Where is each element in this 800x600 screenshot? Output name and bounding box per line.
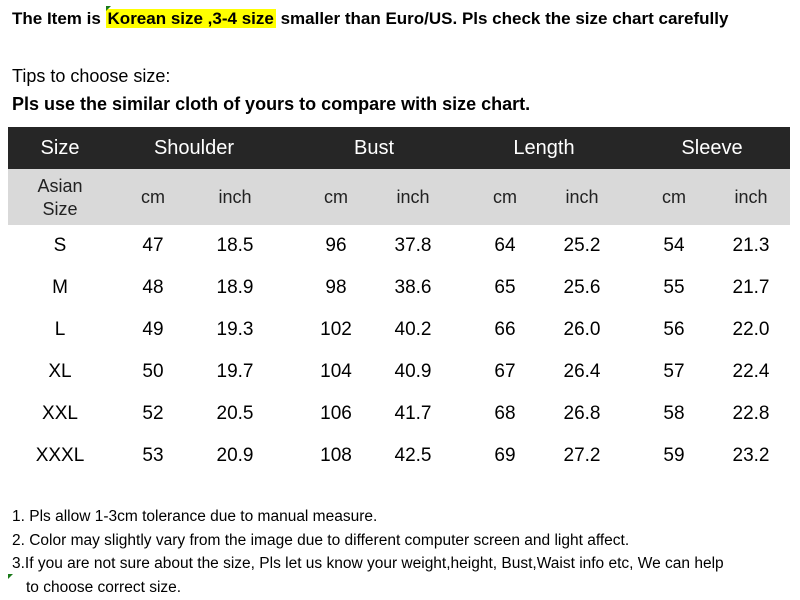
measure-cell: 22.0 (732, 319, 770, 340)
subheader-asian-size: Asian Size (15, 175, 105, 221)
measure-cell: 102 (320, 319, 352, 340)
subheader-unit: cm (493, 187, 517, 207)
measure-cell: 22.4 (732, 361, 770, 382)
measure-cell: 23.2 (732, 445, 770, 466)
measure-cell: 21.7 (732, 277, 770, 298)
notes-list: 1. Pls allow 1-3cm tolerance due to manu… (8, 505, 724, 600)
header-bust: Bust (353, 137, 395, 159)
subheader-unit: inch (396, 187, 430, 207)
table-row: L 49 19.3 102 40.2 66 26.0 56 22.0 (0, 309, 800, 351)
measure-cell: 25.6 (563, 277, 601, 298)
header-sleeve: Sleeve (681, 137, 743, 159)
measure-cell: 50 (142, 361, 164, 382)
header-size: Size (40, 137, 80, 159)
measure-cell: 38.6 (394, 277, 432, 298)
table-subheader-row (8, 169, 790, 225)
subheader-unit: inch (565, 187, 599, 207)
subheader-asian: Asian (37, 176, 83, 196)
measure-cell: 18.9 (216, 277, 254, 298)
measure-cell: 49 (142, 319, 164, 340)
title-after: smaller than Euro/US. Pls check the size… (275, 9, 729, 28)
measure-cell: 69 (494, 445, 516, 466)
measure-cell: 53 (142, 445, 164, 466)
measure-cell: 21.3 (732, 235, 770, 256)
table-row: XL 50 19.7 104 40.9 67 26.4 57 22.4 (0, 351, 800, 393)
tips-advice: Pls use the similar cloth of yours to co… (12, 94, 531, 114)
measure-cell: 106 (320, 403, 352, 424)
measure-cell: 40.2 (394, 319, 432, 340)
size-warning-title: The Item is Korean size ,3-4 size smalle… (12, 8, 728, 30)
measure-cell: 26.0 (563, 319, 601, 340)
measure-cell: 48 (142, 277, 164, 298)
table-row: XXXL 53 20.9 108 42.5 69 27.2 59 23.2 (0, 435, 800, 477)
note-item: 2. Color may slightly vary from the imag… (12, 531, 630, 549)
size-cell: L (54, 319, 66, 340)
measure-cell: 18.5 (216, 235, 254, 256)
measure-cell: 57 (663, 361, 685, 382)
note-item: 1. Pls allow 1-3cm tolerance due to manu… (12, 508, 378, 525)
measure-cell: 96 (325, 235, 347, 256)
measure-cell: 52 (142, 403, 164, 424)
measure-cell: 25.2 (563, 235, 601, 256)
measure-cell: 64 (494, 235, 516, 256)
tips-label: Tips to choose size: (12, 66, 171, 86)
table-row: M 48 18.9 98 38.6 65 25.6 55 21.7 (0, 267, 800, 309)
subheader-size: Size (42, 199, 78, 219)
subheader-unit: inch (734, 187, 768, 207)
measure-cell: 59 (663, 445, 685, 466)
measure-cell: 41.7 (394, 403, 432, 424)
measure-cell: 56 (663, 319, 685, 340)
table-row: S 47 18.5 96 37.8 64 25.2 54 21.3 (0, 225, 800, 267)
measure-cell: 98 (325, 277, 347, 298)
note-item: to choose correct size. (8, 573, 724, 600)
measure-cell: 20.9 (216, 445, 254, 466)
measure-cell: 42.5 (394, 445, 432, 466)
header-length: Length (513, 137, 575, 159)
measure-cell: 58 (663, 403, 685, 424)
note-item: 3.If you are not sure about the size, Pl… (12, 555, 724, 572)
size-cell: XXXL (35, 445, 85, 466)
measure-cell: 40.9 (394, 361, 432, 382)
header-shoulder: Shoulder (153, 137, 235, 159)
measure-cell: 108 (320, 445, 352, 466)
size-cell: XL (48, 361, 72, 382)
subheader-unit: cm (324, 187, 348, 207)
measure-cell: 68 (494, 403, 516, 424)
size-cell: S (53, 235, 67, 256)
measure-cell: 37.8 (394, 235, 432, 256)
measure-cell: 47 (142, 235, 164, 256)
table-row: XXL 52 20.5 106 41.7 68 26.8 58 22.8 (0, 393, 800, 435)
size-cell: M (52, 277, 68, 298)
subheader-unit: cm (141, 187, 165, 207)
title-before: The Item is (12, 9, 106, 28)
measure-cell: 26.4 (563, 361, 601, 382)
measure-cell: 19.7 (216, 361, 254, 382)
measure-cell: 19.3 (216, 319, 254, 340)
title-highlight: Korean size ,3-4 size (105, 9, 276, 28)
measure-cell: 20.5 (216, 403, 254, 424)
table-header-row (8, 127, 790, 169)
size-cell: XXL (42, 403, 78, 424)
subheader-unit: inch (218, 187, 252, 207)
measure-cell: 67 (494, 361, 516, 382)
measure-cell: 55 (663, 277, 685, 298)
subheader-unit: cm (662, 187, 686, 207)
measure-cell: 26.8 (563, 403, 601, 424)
measure-cell: 66 (494, 319, 516, 340)
measure-cell: 65 (494, 277, 516, 298)
measure-cell: 54 (663, 235, 685, 256)
measure-cell: 27.2 (563, 445, 601, 466)
measure-cell: 22.8 (732, 403, 770, 424)
measure-cell: 104 (320, 361, 352, 382)
